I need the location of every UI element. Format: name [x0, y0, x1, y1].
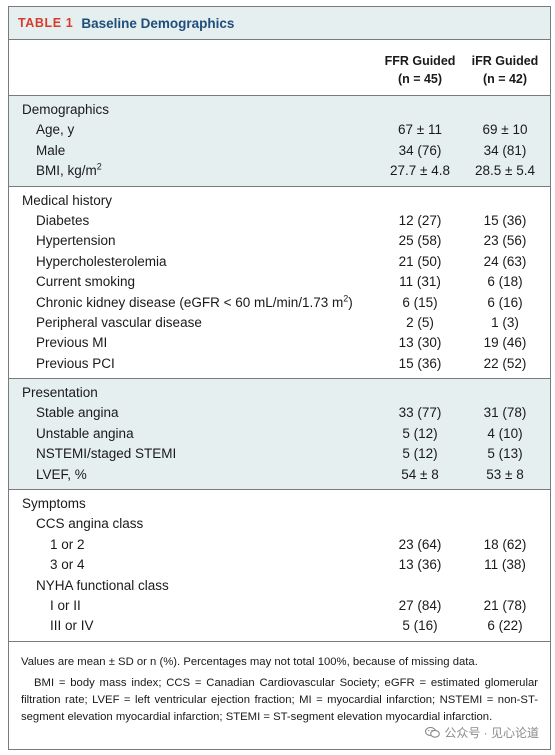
watermark: 公众号 · 见心论道 [425, 724, 539, 741]
column-header-ifr: iFR Guided (n = 42) [471, 54, 539, 86]
column-header-row: FFR Guided (n = 45) iFR Guided (n = 42) [9, 40, 550, 96]
table-row: Peripheral vascular disease 2 (5) 1 (3) [36, 314, 519, 330]
table-footnotes: Values are mean ± SD or n (%). Percentag… [9, 642, 550, 726]
footnote-abbreviations: BMI = body mass index; CCS = Canadian Ca… [21, 676, 538, 723]
table-title-bar: TABLE 1 Baseline Demographics [9, 7, 550, 40]
table-row: Chronic kidney disease (eGFR < 60 mL/min… [36, 293, 523, 310]
table-row: NSTEMI/staged STEMI 5 (12) 5 (13) [36, 446, 523, 462]
wechat-icon [425, 727, 441, 738]
footnote-values: Values are mean ± SD or n (%). Percentag… [21, 655, 478, 668]
section-heading: Demographics [22, 102, 110, 117]
table-title: Baseline Demographics [81, 15, 235, 31]
table-row: 1 or 2 23 (64) 18 (62) [50, 536, 527, 552]
table-row: Stable angina 33 (77) 31 (78) [36, 405, 527, 421]
table-row: 3 or 4 13 (36) 11 (38) [50, 557, 526, 573]
column-header-ffr: FFR Guided (n = 45) [384, 54, 456, 86]
section-heading: Presentation [22, 385, 98, 401]
section-medical-history: Medical history Diabetes 12 (27) 15 (36) H… [9, 187, 550, 380]
table-row: Previous PCI 15 (36) 22 (52) [36, 355, 527, 371]
table-row: Hypercholesterolemia 21 (50) 24 (63) [36, 253, 527, 269]
table-row: I or II 27 (84) 21 (78) [50, 597, 527, 613]
table-row: Unstable angina 5 (12) 4 (10) [36, 425, 523, 441]
table-label: TABLE 1 [18, 16, 74, 30]
table-row: BMI, kg/m2 27.7 ± 4.8 28.5 ± 5.4 [36, 161, 535, 179]
section-demographics: Demographics Age, y 67 ± 11 69 ± 10 Male 34… [9, 96, 550, 187]
table-row: Diabetes 12 (27) 15 (36) [36, 212, 527, 228]
section-symptoms: Symptoms CCS angina class 1 or 2 23 (64) 1… [9, 490, 550, 642]
table-row: Hypertension 25 (58) 23 (56) [36, 233, 527, 249]
demographics-table: TABLE 1 Baseline Demographics FFR Guided… [8, 6, 551, 750]
table-row: III or IV 5 (16) 6 (22) [50, 618, 523, 634]
table-row: Age, y 67 ± 11 69 ± 10 [36, 122, 528, 138]
table-row: Current smoking 11 (31) 6 (18) [36, 274, 523, 290]
watermark-text: 公众号 · 见心论道 [444, 726, 539, 740]
subsection-heading: NYHA functional class [36, 577, 169, 593]
subsection-heading: CCS angina class [36, 516, 144, 532]
section-presentation: Presentation Stable angina 33 (77) 31 (78)… [9, 379, 550, 491]
table-row: LVEF, % 54 ± 8 53 ± 8 [36, 466, 524, 482]
table-row: Previous MI 13 (30) 19 (46) [36, 335, 527, 351]
section-heading: Symptoms [22, 496, 86, 512]
table-row: Male 34 (76) 34 (81) [36, 142, 527, 158]
section-heading: Medical history [22, 192, 113, 208]
